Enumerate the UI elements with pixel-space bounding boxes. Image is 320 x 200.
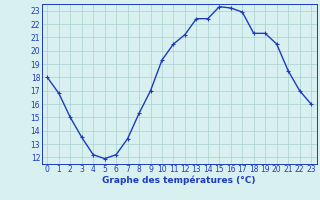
X-axis label: Graphe des températures (°C): Graphe des températures (°C)	[102, 176, 256, 185]
